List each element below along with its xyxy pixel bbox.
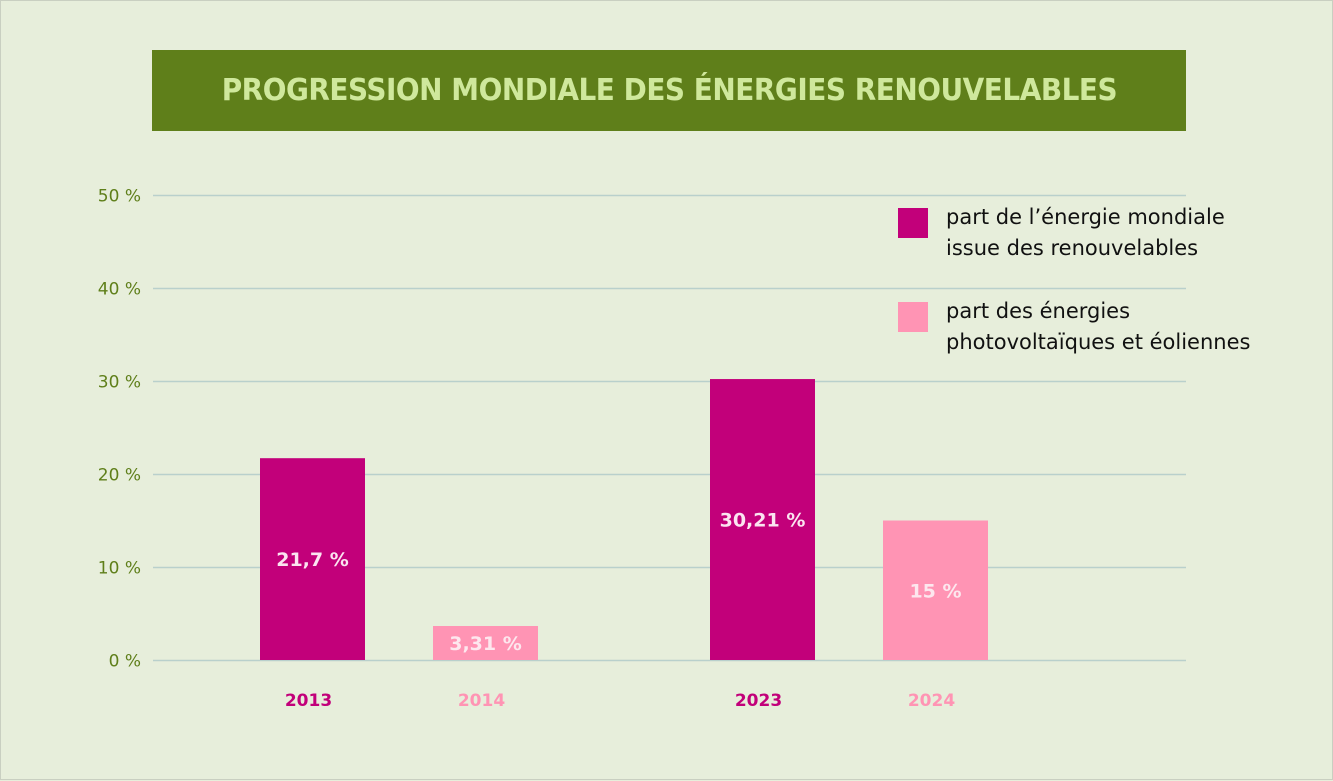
- y-tick-label: 50 %: [98, 187, 141, 207]
- y-tick-label: 40 %: [98, 280, 141, 300]
- x-category-label: 2013: [285, 691, 332, 711]
- bar-value-label: 15 %: [909, 580, 961, 602]
- bar-value-label: 30,21 %: [720, 510, 806, 532]
- legend-item-solar-wind: part des énergies photovoltaïques et éol…: [898, 299, 1318, 394]
- gridlines: [153, 194, 1186, 662]
- y-tick-label: 0 %: [109, 652, 141, 672]
- x-category-label: 2024: [908, 691, 955, 711]
- y-tick-label: 20 %: [98, 466, 141, 486]
- legend-item-renewables: part de l’énergie mondiale issue des ren…: [898, 205, 1318, 300]
- legend-swatch-renewables: [898, 208, 928, 238]
- legend: part de l’énergie mondiale issue des ren…: [898, 205, 1318, 394]
- y-axis-ticks: 0 % 10 % 20 % 30 % 40 % 50 %: [98, 187, 141, 672]
- x-category-label: 2023: [735, 691, 782, 711]
- title-banner: PROGRESSION MONDIALE DES ÉNERGIES RENOUV…: [152, 50, 1186, 131]
- y-tick-label: 30 %: [98, 373, 141, 393]
- bar-2013: [260, 458, 365, 660]
- bar-labels: 21,7 % 3,31 % 30,21 % 15 %: [276, 510, 961, 655]
- bar-2024: [883, 520, 988, 660]
- bar-value-label: 21,7 %: [276, 549, 349, 571]
- legend-label-renewables: part de l’énergie mondiale issue des ren…: [946, 205, 1225, 260]
- x-category-label: 2014: [458, 691, 505, 711]
- legend-label-solar-wind: part des énergies photovoltaïques et éol…: [946, 299, 1251, 354]
- chart-title: PROGRESSION MONDIALE DES ÉNERGIES RENOUV…: [221, 73, 1117, 108]
- legend-swatch-solar-wind: [898, 302, 928, 332]
- bar-2023: [710, 379, 815, 660]
- bar-value-label: 3,31 %: [449, 633, 522, 655]
- bars: [260, 379, 988, 660]
- y-tick-label: 10 %: [98, 559, 141, 579]
- category-labels: 2013 2014 2023 2024: [285, 691, 955, 711]
- bar-2014: [433, 626, 538, 660]
